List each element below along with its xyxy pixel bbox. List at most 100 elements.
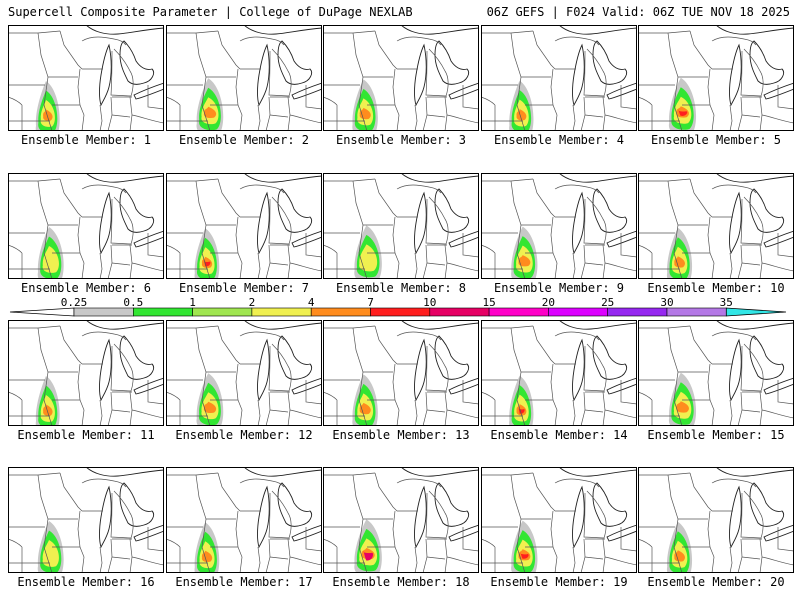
scp-contours [196,78,224,131]
member-label: Ensemble Member: 10 [647,281,785,295]
state-boundary [532,325,556,365]
lake-outline [277,40,313,85]
basemap [481,320,637,426]
legend-swatch [73,307,134,317]
lake-outline [434,482,470,527]
panel-border [638,320,794,426]
contour-band [363,551,374,561]
lake-outline [606,524,637,542]
basemap [638,25,794,131]
state-boundary [396,184,442,194]
state-boundary [481,538,496,548]
map-background [481,467,637,573]
state-boundary [396,36,442,46]
lake-outline [291,230,322,248]
state-boundary [268,343,292,392]
state-boundary [269,409,289,413]
contour-band [676,401,689,413]
lake-outline [85,173,164,183]
lake-outline [448,377,479,395]
legend-right-arrow [725,307,787,317]
state-boundary [81,331,127,341]
panel-border [8,25,164,131]
state-boundary [59,325,83,365]
state-boundary [269,556,289,560]
map-panel-member-17 [166,467,322,573]
panel-border [323,173,479,279]
state-boundary [110,343,134,392]
state-boundary [99,252,103,279]
map-background [638,467,794,573]
basemap [323,25,479,131]
state-boundary [604,409,637,419]
lake-outline [572,485,585,549]
state-boundary [761,262,794,272]
contour-band [43,109,53,121]
lake-outline [592,335,628,380]
lake-outline [400,25,479,35]
state-boundary [131,114,164,124]
member-label: Ensemble Member: 4 [493,133,625,147]
lake-outline [257,43,270,107]
state-boundary [711,478,757,488]
state-boundary [604,556,637,566]
lake-outline [592,40,628,85]
contour-band [518,407,525,414]
state-boundary [269,262,289,266]
state-boundary [268,490,292,539]
state-boundary [81,478,127,488]
state-boundary [59,30,83,70]
state-boundary [289,114,322,124]
scp-contours [511,226,538,279]
state-boundary [257,399,261,426]
state-boundary [8,96,23,106]
map-background [8,320,164,426]
lake-outline [606,230,637,248]
map-panel-member-20 [638,467,794,573]
state-boundary [462,233,479,258]
legend-tick-label: 10 [423,296,437,309]
legend-tick-label: 20 [541,296,556,309]
state-boundary [323,244,338,254]
lake-outline [448,230,479,248]
state-boundary [166,391,181,401]
panel-border [323,320,479,426]
state-boundary [239,36,285,46]
state-boundary [583,196,607,245]
lake-outline [133,524,164,542]
lake-outline [448,82,479,100]
state-boundary [777,85,794,110]
state-boundary [532,30,556,70]
map-background [8,25,164,131]
member-label: Ensemble Member: 14 [490,428,628,442]
state-boundary [620,380,637,405]
lake-outline [243,173,322,183]
lake-outline [291,524,322,542]
lake-outline [400,173,479,183]
state-boundary [99,399,103,426]
member-label: Ensemble Member: 7 [178,281,310,295]
map-panel-member-14 [481,320,637,426]
basemap [8,25,164,131]
scp-contours [196,373,224,426]
panel-border [166,467,322,573]
lake-outline [243,320,322,330]
legend-tick-label: 30 [660,296,674,309]
state-boundary [147,233,164,258]
state-boundary [289,556,322,566]
state-boundary [166,538,181,548]
member-label: Ensemble Member: 3 [335,133,467,147]
state-boundary [572,104,576,131]
map-background [638,320,794,426]
state-boundary [741,409,761,413]
state-boundary [239,478,285,488]
state-boundary [425,343,449,392]
state-boundary [166,96,181,106]
panel-border [166,320,322,426]
state-boundary [268,48,292,97]
legend-swatch [133,307,193,317]
lake-outline [763,82,794,100]
scp-contours [352,374,378,426]
basemap [481,25,637,131]
lake-outline [572,43,585,107]
